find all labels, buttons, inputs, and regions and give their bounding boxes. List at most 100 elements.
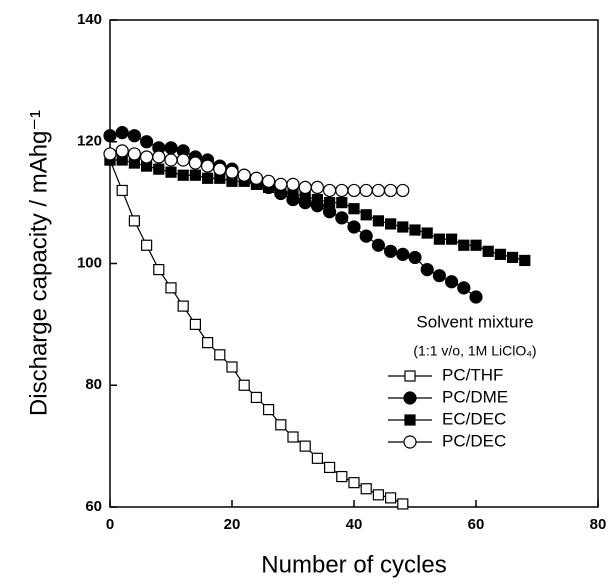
data-point [336,197,348,209]
data-point [214,349,226,361]
data-point [225,165,239,179]
data-point [176,153,190,167]
legend-label: PC/DME [442,387,508,406]
x-tick-label: 60 [468,516,485,533]
data-point [507,251,519,264]
data-point [237,168,251,182]
data-point [421,227,433,239]
data-point [335,183,349,198]
data-point [298,180,312,195]
data-point [371,183,385,198]
data-point [396,183,410,198]
data-point [263,404,275,416]
data-point [189,318,201,330]
data-point [249,171,263,185]
data-point [140,150,154,164]
data-point [287,431,299,443]
data-point [445,275,459,289]
y-tick-label: 140 [77,11,102,28]
legend-subtitle: (1:1 v/o, 1M LiClO₄) [413,343,536,359]
data-point [347,183,361,198]
data-point [432,269,446,283]
data-point [127,129,141,143]
data-point [177,169,189,181]
data-point [140,135,154,149]
data-point [262,174,276,188]
y-tick-label: 60 [85,498,102,515]
data-point [348,477,360,489]
data-point [469,290,483,304]
data-point [153,163,165,175]
data-point [482,245,494,257]
data-point [165,166,177,178]
data-point [286,177,300,191]
data-point [336,470,348,483]
data-point [116,184,128,197]
data-point [250,391,262,404]
data-point [164,153,178,167]
legend-marker [404,370,416,382]
y-tick-label: 80 [85,376,102,393]
data-point [446,233,458,245]
data-point [372,215,384,227]
data-point [165,282,177,294]
data-point [385,218,397,230]
legend-marker [404,414,416,426]
data-point [164,141,178,155]
data-point [458,239,470,251]
data-point [141,239,153,251]
data-point [384,244,398,258]
data-point [274,177,288,191]
data-point [359,183,373,198]
data-point [409,224,421,236]
data-point [153,263,165,276]
data-point [299,440,311,452]
data-point [420,262,434,277]
data-point [385,492,397,504]
data-point [188,156,202,170]
data-point [311,452,323,464]
data-point [360,209,372,221]
data-point [152,150,166,164]
data-point [103,129,117,143]
data-point [347,220,361,234]
data-point [213,162,227,176]
data-point [372,489,384,501]
data-point [457,281,471,295]
data-point [397,221,409,233]
data-point [470,239,482,251]
y-tick-label: 100 [77,254,102,271]
data-point [127,147,141,161]
x-tick-label: 80 [590,516,607,533]
data-point [310,180,324,195]
data-point [201,159,215,173]
x-tick-label: 20 [224,516,241,533]
x-tick-label: 0 [106,516,114,533]
data-point [494,248,506,260]
data-point [396,247,410,261]
data-point [408,250,422,265]
data-point [275,419,287,431]
data-point [128,215,140,227]
data-point [311,193,323,206]
data-point [202,172,214,184]
data-point [348,203,360,215]
data-point [226,361,238,373]
data-point [115,144,129,158]
legend-label: PC/DEC [442,431,506,450]
data-point [238,379,250,391]
data-point [384,183,398,198]
legend-marker [403,435,417,449]
data-point [103,147,117,161]
data-point [324,461,336,474]
legend-title: Solvent mixture [416,312,533,331]
data-point [202,337,214,349]
data-point [323,183,337,198]
legend-label: PC/THF [442,365,503,384]
data-point [371,238,385,252]
data-point [189,169,201,181]
data-point [433,233,445,245]
legend-label: EC/DEC [442,409,506,428]
x-axis-label: Number of cycles [261,551,446,578]
